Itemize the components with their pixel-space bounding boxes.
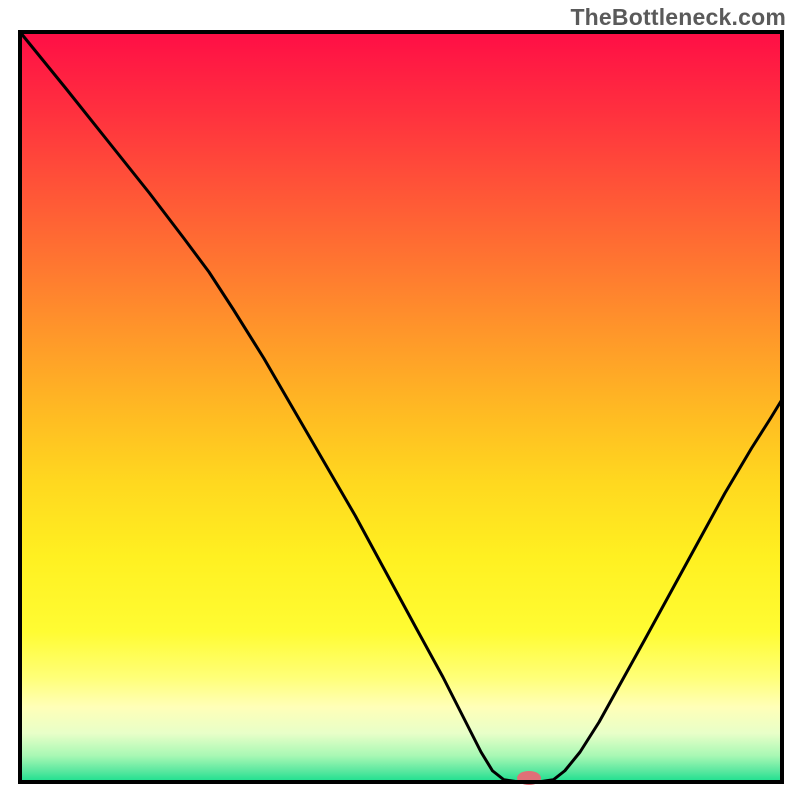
bottleneck-chart (0, 0, 800, 800)
chart-container: TheBottleneck.com (0, 0, 800, 800)
chart-background (20, 32, 782, 782)
